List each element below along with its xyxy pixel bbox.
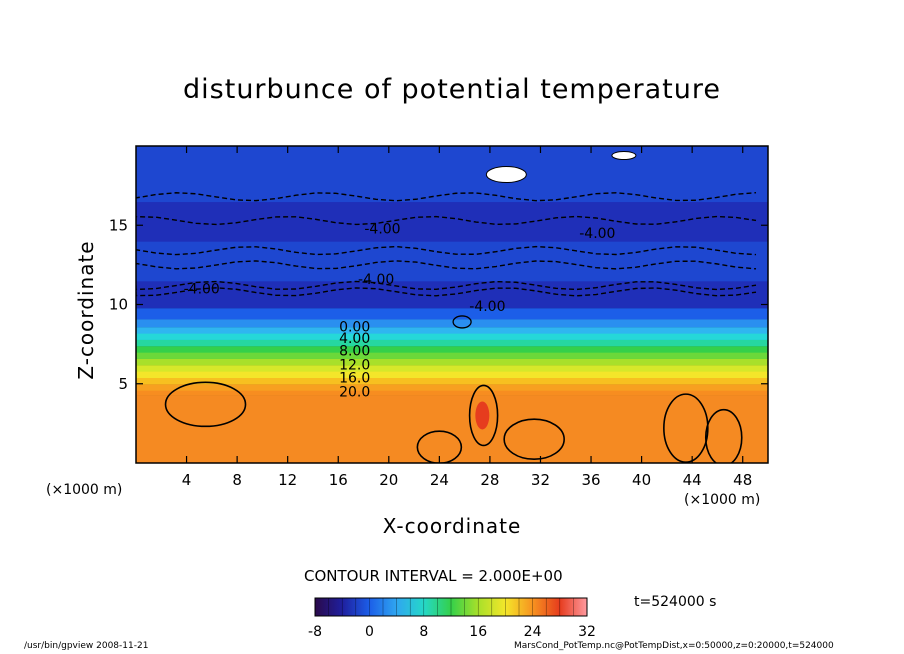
contour-line [136, 245, 757, 256]
contour-line [136, 192, 757, 202]
heatmap-band [136, 241, 768, 282]
heatmap-band [136, 333, 768, 340]
heatmap-band [136, 383, 768, 391]
x-tick-label: 8 [232, 471, 242, 489]
heatmap-band [136, 364, 768, 372]
footer-left: /usr/bin/gpview 2008-11-21 [24, 641, 149, 651]
y-tick-label: 5 [118, 375, 128, 393]
contour-label: 16.0 [339, 370, 370, 386]
contour-label: 8.00 [339, 343, 370, 359]
contour-line [468, 384, 499, 447]
heatmap-band [136, 390, 768, 396]
y-tick-label: 15 [109, 216, 128, 234]
contour-label: 20.0 [339, 385, 370, 401]
x-tick-label: 36 [581, 471, 600, 489]
heatmap-band [136, 201, 768, 242]
colorbar-tick-label: -8 [308, 624, 322, 640]
heatmap-band [136, 358, 768, 366]
x-axis-ticks: 4 8 12 16 20 24 28 32 36 40 44 48 [182, 146, 752, 489]
heatmap-bands [136, 146, 768, 463]
heatmap-band [136, 339, 768, 347]
colorbar-tick-label: 0 [365, 624, 374, 640]
footer-right: MarsCond_PotTemp.nc@PotTempDist,x=0:5000… [514, 641, 834, 651]
cold-anomaly [611, 151, 637, 161]
contour-labels: -4.00 -4.00 -4.00 -4.00 -4.00 0.004.008.0012.… [184, 221, 616, 400]
contour-label: 4.00 [339, 331, 370, 347]
heatmap-band [136, 352, 768, 359]
cold-anomaly [485, 166, 527, 184]
colorbar-ticks: -8 0 8 16 24 32 [308, 598, 596, 640]
x-tick-label: 48 [733, 471, 752, 489]
x-tick-label: 20 [379, 471, 398, 489]
contour-line [136, 260, 757, 270]
x-tick-label: 16 [329, 471, 348, 489]
chart-title: disturbunce of potential temperature [183, 74, 721, 105]
x-tick-label: 28 [480, 471, 499, 489]
warm-anomaly [475, 401, 490, 430]
contour-line [136, 287, 757, 297]
colorbar-tick-label: 32 [578, 624, 596, 640]
y-tick-label: 10 [109, 296, 128, 314]
y-axis-label: Z-coordinate [74, 240, 98, 380]
heatmap-band [136, 326, 768, 334]
heatmap-band [136, 345, 768, 353]
contour-label: -4.00 [184, 282, 220, 298]
colorbar-tick-label: 16 [469, 624, 487, 640]
contour-label: 12.0 [339, 358, 370, 374]
contour-features [136, 151, 757, 463]
y-axis-unit: (×1000 m) [46, 482, 123, 498]
contour-label: -4.00 [358, 272, 394, 288]
x-tick-label: 40 [632, 471, 651, 489]
x-axis-unit: (×1000 m) [684, 492, 761, 508]
contour-line [136, 215, 757, 226]
heatmap-band [136, 146, 768, 203]
contour-line [164, 381, 247, 428]
x-tick-label: 12 [278, 471, 297, 489]
contour-line [452, 315, 472, 329]
x-tick-label: 4 [182, 471, 192, 489]
contour-label: 0.00 [339, 320, 370, 336]
contour-label: -4.00 [579, 226, 615, 242]
colorbar-tick-label: 24 [524, 624, 542, 640]
heatmap-band [136, 371, 768, 379]
heatmap-band [136, 318, 768, 328]
contour-line [704, 408, 743, 463]
x-tick-label: 32 [531, 471, 550, 489]
contour-interval-label: CONTOUR INTERVAL = 2.000E+00 [304, 567, 563, 585]
contour-line [416, 430, 463, 463]
x-tick-label: 24 [430, 471, 449, 489]
contour-line [136, 280, 757, 291]
contour-label: -4.00 [469, 299, 505, 315]
contour-line [503, 418, 565, 461]
colorbar-tick-label: 8 [419, 624, 428, 640]
heatmap-band [136, 394, 768, 463]
heatmap-band [136, 377, 768, 385]
y-axis-ticks: 5 10 15 [109, 216, 768, 393]
time-label: t=524000 s [634, 594, 717, 610]
contour-label: -4.00 [364, 221, 400, 237]
contour-line [663, 393, 709, 463]
x-axis-label: X-coordinate [382, 514, 522, 538]
heatmap-band [136, 307, 768, 320]
x-tick-label: 44 [683, 471, 702, 489]
